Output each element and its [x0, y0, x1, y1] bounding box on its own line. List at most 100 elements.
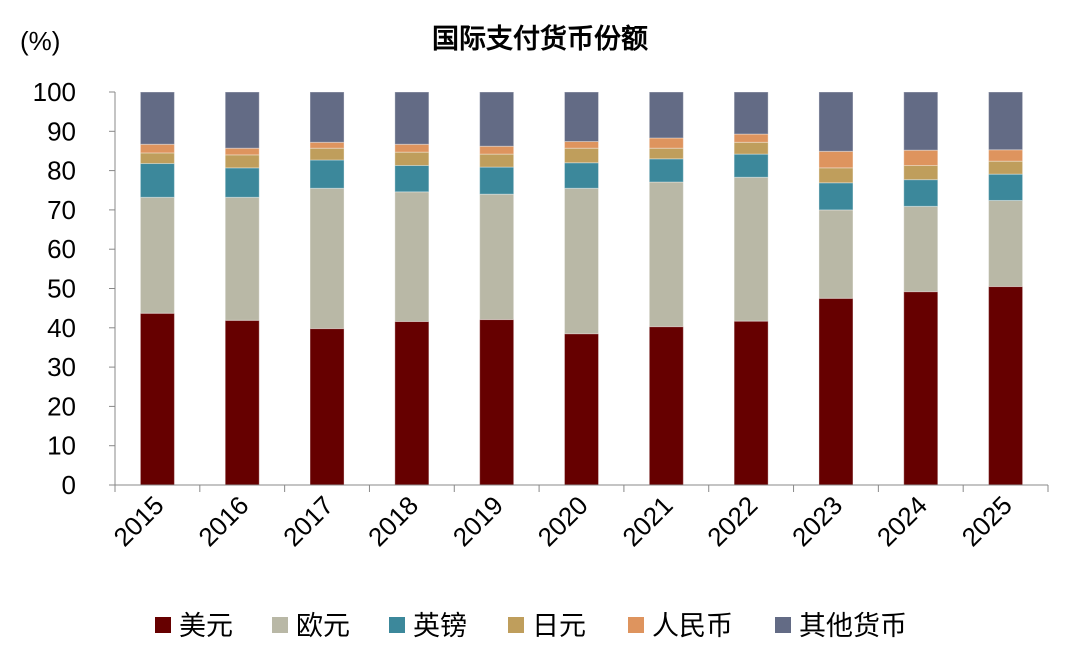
- chart-title: 国际支付货币份额: [432, 23, 648, 54]
- bar-segment-2015-1: [139, 196, 175, 314]
- bar-segment-2022-2: [733, 153, 769, 178]
- x-tick-label: 2017: [277, 490, 339, 552]
- legend-swatch: [155, 617, 171, 633]
- bar-segment-2025-0: [988, 286, 1024, 486]
- y-tick-label: 90: [47, 116, 76, 146]
- x-tick-label: 2016: [192, 490, 254, 552]
- bar-segment-2016-5: [224, 91, 260, 149]
- bar-segment-2016-1: [224, 196, 260, 321]
- bar-segment-2025-4: [988, 149, 1024, 162]
- bar-segment-2023-4: [818, 150, 854, 169]
- y-tick-label: 10: [47, 431, 76, 461]
- bar-segment-2015-0: [139, 312, 175, 486]
- bar-segment-2017-2: [309, 159, 345, 189]
- x-tick-label: 2024: [871, 490, 933, 552]
- legend-swatch: [389, 617, 405, 633]
- bar-segment-2017-5: [309, 91, 345, 143]
- bar-segment-2020-3: [564, 147, 599, 164]
- bar-segment-2017-0: [309, 328, 345, 486]
- legend-label: 人民币: [652, 611, 733, 641]
- legend-label: 英镑: [413, 611, 467, 641]
- bar-segment-2019-5: [479, 91, 515, 147]
- bar-segment-2024-2: [903, 179, 939, 207]
- y-tick-label: 80: [47, 156, 76, 186]
- y-tick-label: 40: [47, 313, 76, 343]
- bar-segment-2015-2: [139, 163, 175, 198]
- bar-segment-2016-0: [224, 319, 260, 486]
- legend-label: 日元: [532, 611, 586, 641]
- bar-segment-2017-4: [309, 141, 345, 149]
- bar-segment-2020-4: [564, 141, 599, 149]
- bar-segment-2024-5: [903, 91, 939, 151]
- x-tick-label: 2023: [786, 490, 848, 552]
- bar-segment-2020-0: [564, 333, 599, 486]
- bar-segment-2022-5: [733, 91, 769, 135]
- x-tick-label: 2025: [956, 490, 1018, 552]
- bar-segment-2021-4: [648, 137, 684, 149]
- bar-segment-2023-2: [818, 182, 854, 211]
- bar-segment-2016-4: [224, 147, 260, 156]
- y-tick-label: 70: [47, 195, 76, 225]
- y-axis-unit-label: (%): [20, 26, 60, 56]
- bar-segment-2023-0: [818, 297, 854, 486]
- x-tick-label: 2018: [362, 490, 424, 552]
- bar-segment-2023-1: [818, 209, 854, 299]
- bar-segment-2018-4: [394, 143, 430, 153]
- bar-segment-2021-3: [648, 147, 684, 160]
- bar-segment-2016-3: [224, 154, 260, 169]
- bar-segment-2018-1: [394, 191, 430, 323]
- bar-segment-2022-1: [733, 176, 769, 322]
- bar-segment-2020-5: [564, 91, 599, 143]
- bar-segment-2020-1: [564, 187, 599, 335]
- y-tick-label: 100: [33, 77, 76, 107]
- bar-segment-2023-5: [818, 91, 854, 152]
- bar-segment-2025-1: [988, 199, 1024, 288]
- bar-segment-2018-2: [394, 164, 430, 193]
- bar-segment-2021-2: [648, 158, 684, 183]
- bar-segment-2025-5: [988, 91, 1024, 151]
- bar-segment-2022-3: [733, 141, 769, 155]
- y-tick-label: 60: [47, 234, 76, 264]
- x-tick-label: 2015: [108, 490, 170, 552]
- bar-segment-2025-2: [988, 173, 1024, 201]
- y-tick-label: 0: [62, 470, 76, 500]
- bar-segment-2019-3: [479, 153, 515, 168]
- bar-segment-2019-2: [479, 166, 515, 195]
- bar-segment-2024-4: [903, 149, 939, 166]
- legend-label: 欧元: [296, 611, 350, 641]
- legend-swatch: [508, 617, 524, 633]
- bar-segment-2019-1: [479, 193, 515, 321]
- legend-swatch: [775, 617, 791, 633]
- bar-segment-2018-3: [394, 151, 430, 166]
- bar-segment-2021-1: [648, 181, 684, 328]
- x-tick-label: 2019: [447, 490, 509, 552]
- bar-segment-2018-0: [394, 321, 430, 486]
- bar-segment-2015-4: [139, 143, 175, 154]
- x-tick-label: 2020: [532, 490, 594, 552]
- bar-segment-2020-2: [564, 162, 599, 189]
- legend-label: 美元: [179, 611, 233, 641]
- bar-segment-2024-0: [903, 291, 939, 486]
- y-tick-label: 30: [47, 352, 76, 382]
- bar-segment-2017-1: [309, 187, 345, 330]
- bar-segment-2022-0: [733, 320, 769, 486]
- bar-segment-2015-5: [139, 91, 175, 145]
- legend-label: 其他货币: [799, 611, 907, 641]
- bar-segment-2021-5: [648, 91, 684, 139]
- bar-segment-2022-4: [733, 133, 769, 143]
- bar-segment-2019-4: [479, 145, 515, 155]
- bar-segment-2016-2: [224, 167, 260, 198]
- bar-segment-2015-3: [139, 152, 175, 165]
- y-tick-label: 20: [47, 391, 76, 421]
- bar-segment-2025-3: [988, 160, 1024, 175]
- bar-segment-2024-1: [903, 205, 939, 293]
- bar-segment-2017-3: [309, 147, 345, 161]
- legend-swatch: [272, 617, 288, 633]
- bar-segment-2023-3: [818, 167, 854, 184]
- legend-swatch: [628, 617, 644, 633]
- x-tick-label: 2022: [701, 490, 763, 552]
- y-tick-label: 50: [47, 274, 76, 304]
- x-tick-label: 2021: [616, 490, 678, 552]
- bar-segment-2018-5: [394, 91, 430, 145]
